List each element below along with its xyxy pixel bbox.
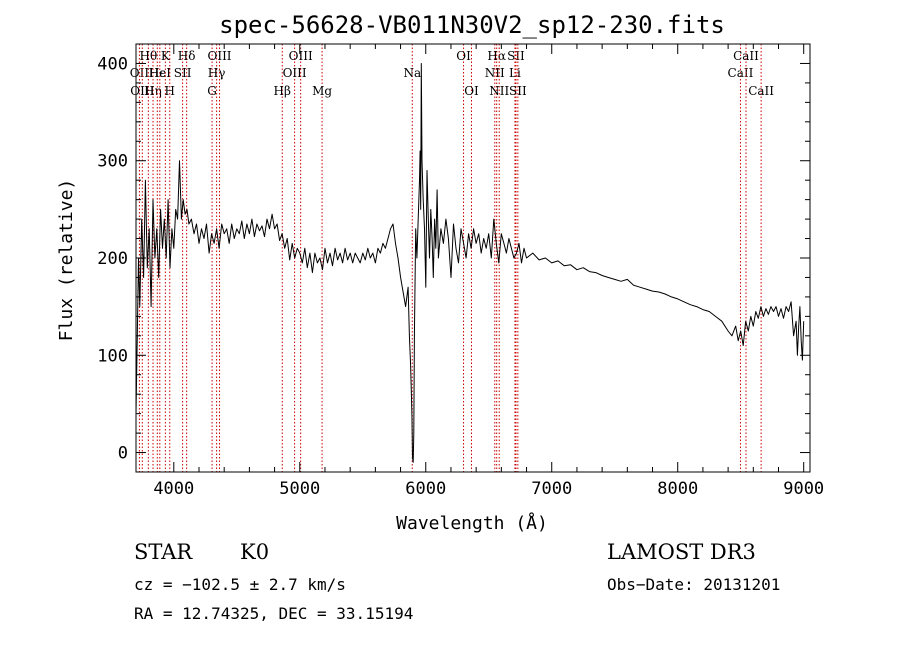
y-axis-ticks: 0 100 200 300 400: [97, 54, 810, 464]
redshift-readout: cz = −102.5 ± 2.7 km/s: [134, 575, 346, 594]
object-class: STAR: [134, 540, 193, 564]
object-subclass: K0: [240, 540, 270, 564]
x-tick-label: 9000: [783, 479, 824, 499]
y-tick-label: 0: [118, 444, 128, 464]
observation-date: Obs−Date: 20131201: [607, 575, 781, 594]
marker-label-2: Hθ: [139, 49, 157, 63]
marker-label-10: G: [207, 84, 217, 98]
marker-label-17: Na: [403, 66, 421, 80]
marker-label-19: OI: [464, 84, 479, 98]
marker-label-18: OI: [456, 49, 471, 63]
marker-label-25: SII: [509, 84, 527, 98]
x-tick-label: 7000: [531, 479, 572, 499]
marker-label-28: CaII: [748, 84, 774, 98]
x-tick-label: 4000: [153, 479, 194, 499]
marker-label-6: K: [161, 49, 171, 63]
x-tick-label: 8000: [657, 479, 698, 499]
marker-label-26: CaII: [728, 66, 754, 80]
marker-label-12: OIII: [207, 49, 231, 63]
x-tick-label: 5000: [279, 479, 320, 499]
chart-title: spec-56628-VB011N30V2_sp12-230.fits: [219, 11, 725, 39]
y-axis-label: Flux (relative): [56, 179, 77, 342]
y-tick-label: 100: [97, 346, 128, 366]
marker-label-20: NII: [485, 66, 505, 80]
marker-label-3: Hη: [144, 84, 162, 98]
marker-label-24: SII: [507, 49, 525, 63]
spectrum-series: [135, 63, 805, 463]
marker-label-21: Hα: [487, 49, 506, 63]
survey-name: LAMOST DR3: [607, 540, 756, 564]
emission-line-markers: OIIOIIIHθHηHεHeIKHSIIHδGHγOIIIHβOIIIOIII…: [130, 44, 774, 472]
marker-label-16: Mg: [312, 84, 332, 98]
marker-label-13: Hβ: [274, 84, 291, 98]
marker-label-14: OIII: [283, 66, 307, 80]
x-axis-ticks: 4000 5000 6000 7000 8000 9000: [153, 44, 824, 499]
spectrum-line-0: [135, 63, 805, 463]
y-tick-label: 200: [97, 249, 128, 269]
plot-frame: [135, 43, 811, 473]
marker-label-27: CaII: [733, 49, 759, 63]
marker-label-11: Hγ: [208, 66, 226, 80]
x-axis-label: Wavelength (Å): [396, 512, 548, 534]
marker-label-22: NII: [489, 84, 509, 98]
marker-label-5: HeI: [149, 66, 172, 80]
marker-label-8: SII: [174, 66, 192, 80]
marker-label-15: OIII: [289, 49, 313, 63]
coordinates-readout: RA = 12.74325, DEC = 33.15194: [134, 604, 414, 623]
y-tick-label: 300: [97, 152, 128, 172]
marker-label-9: Hδ: [178, 49, 196, 63]
y-tick-label: 400: [97, 54, 128, 74]
marker-label-4: Hε: [149, 66, 166, 80]
marker-label-23: Li: [509, 66, 521, 80]
marker-label-7: H: [165, 84, 175, 98]
x-tick-label: 6000: [405, 479, 446, 499]
marker-label-0: OII: [130, 66, 150, 80]
